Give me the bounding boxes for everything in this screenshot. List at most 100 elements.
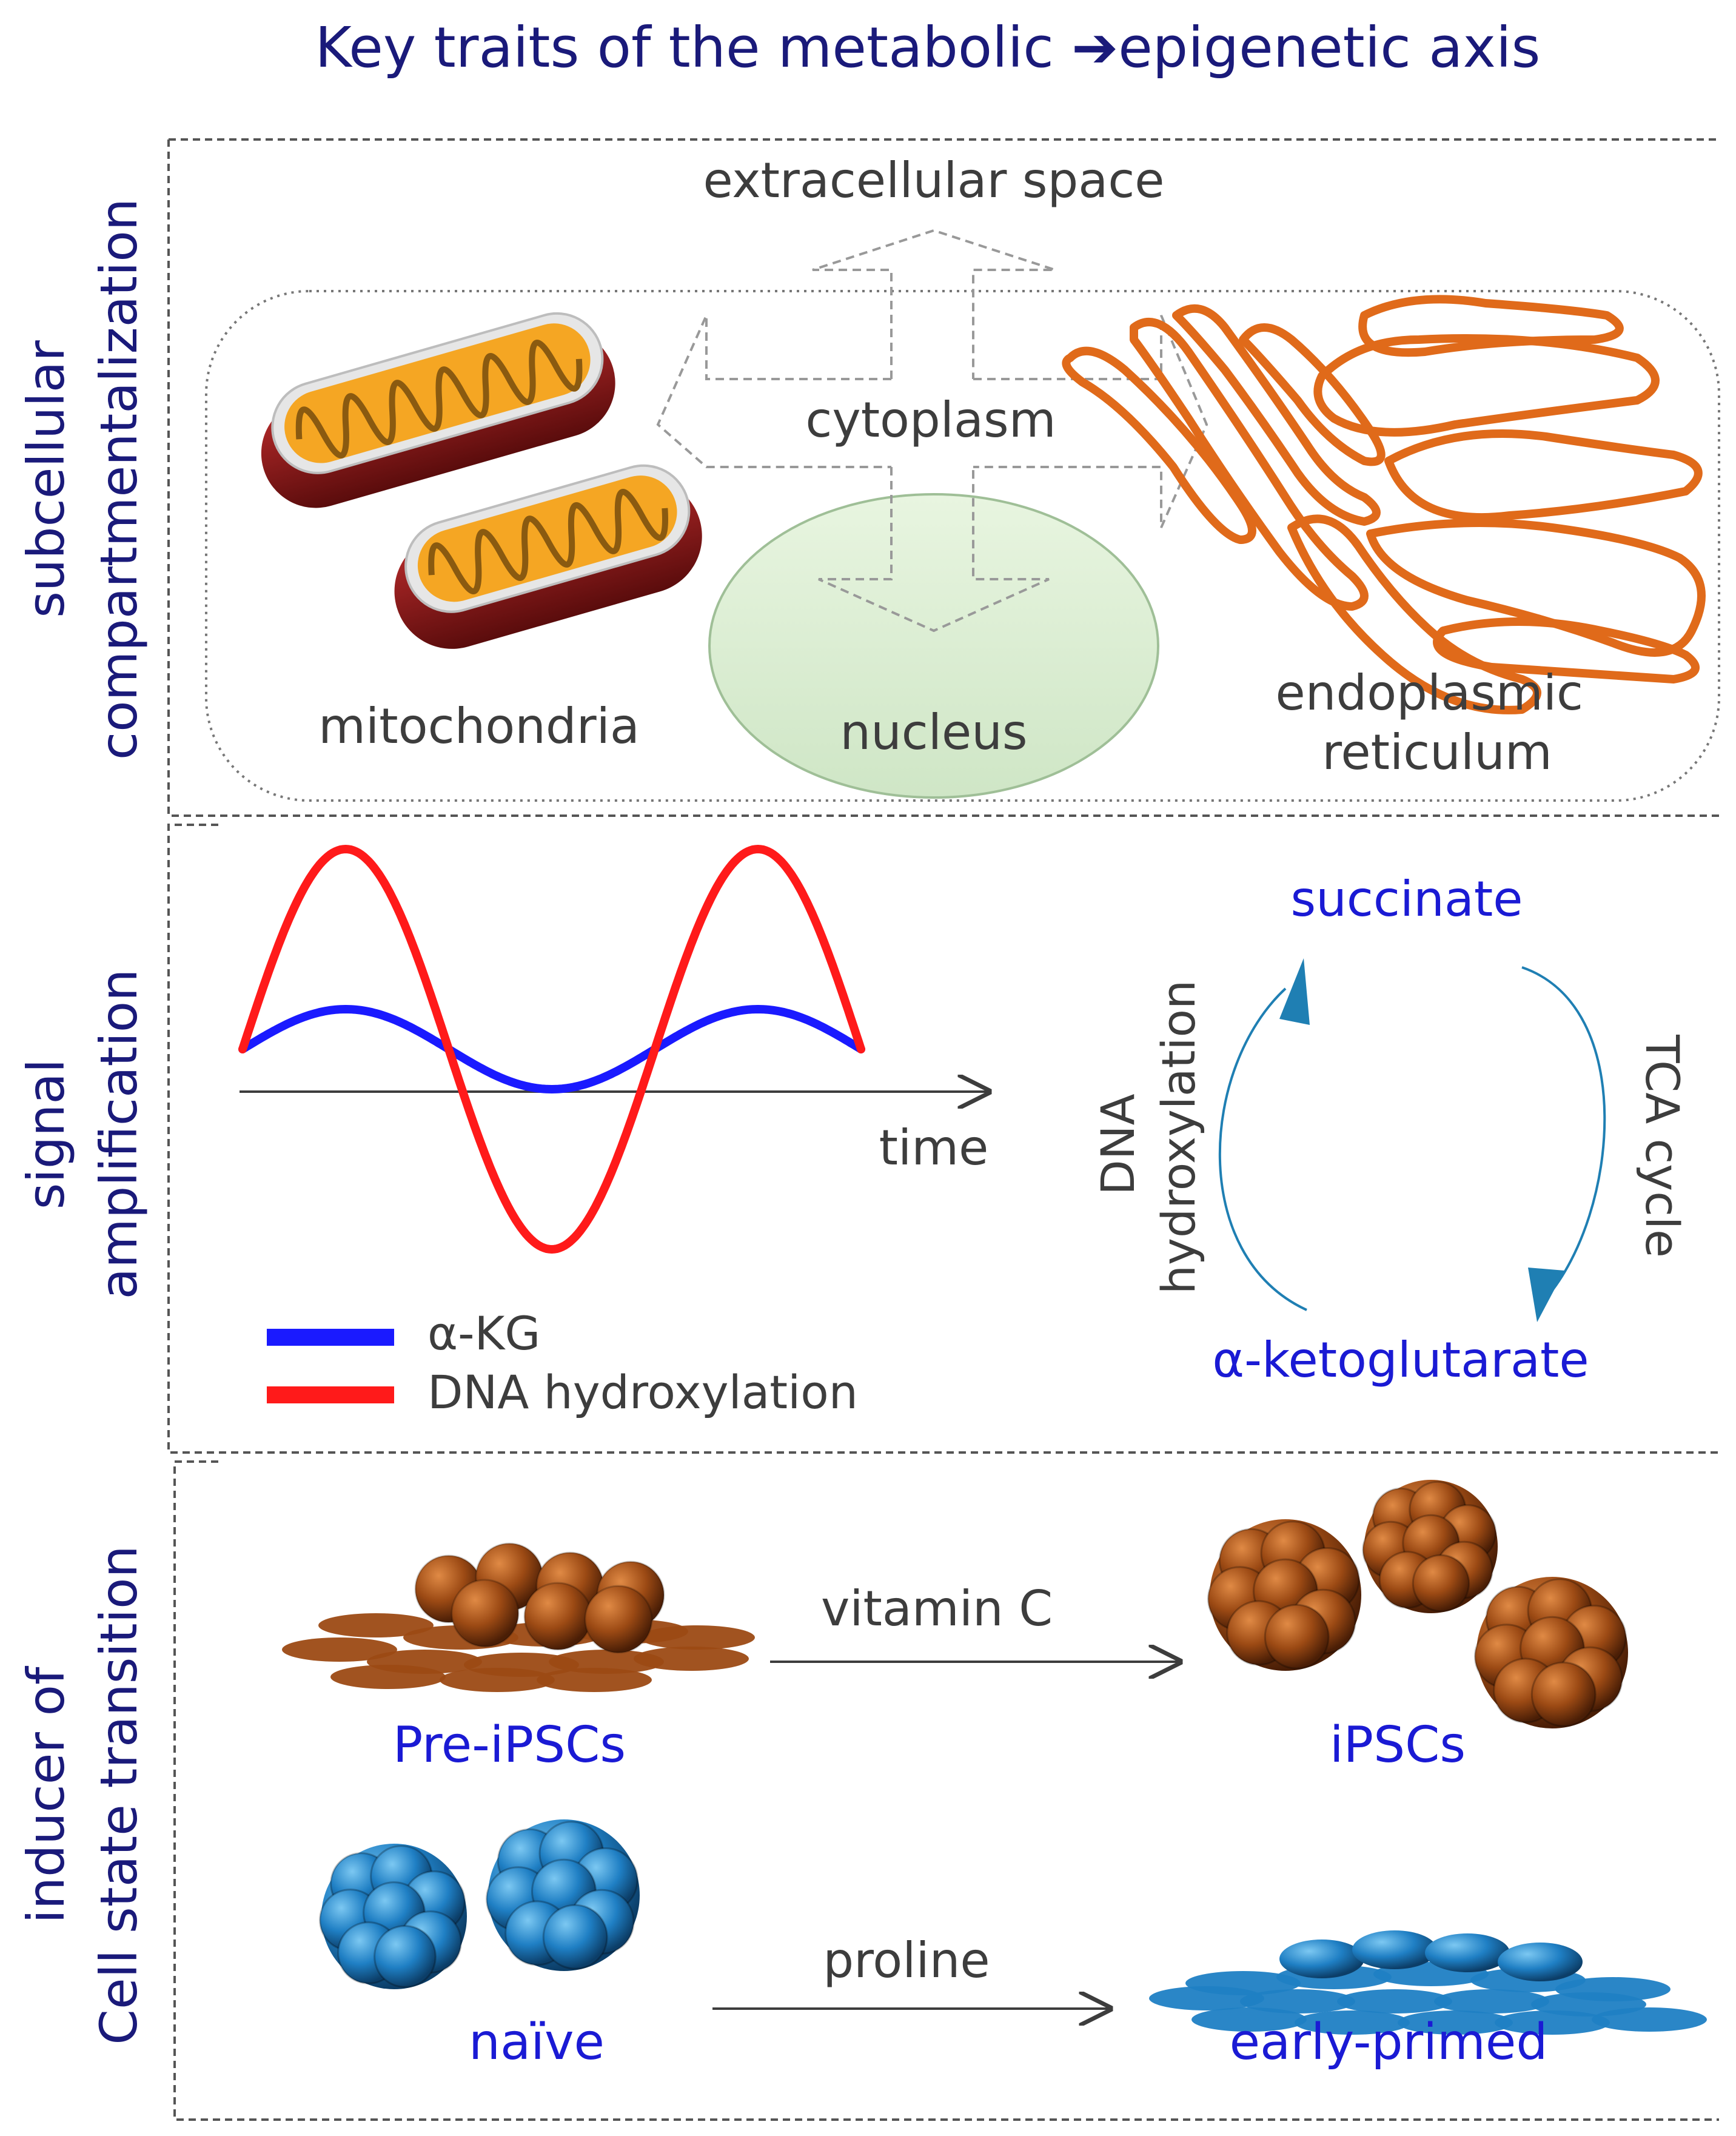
side-label-compartmentalization: compartmentalization [89,198,149,760]
flat-cell [1240,1989,1355,2013]
time-axis-label: time [879,1120,989,1176]
flat-cell [440,1668,555,1692]
ipscs-colonies [1207,1480,1628,1728]
side-label-signal: signal [16,1059,76,1209]
nucleus [708,493,1159,799]
flat-cell [318,1613,434,1637]
flat-cell [634,1647,749,1671]
side-label-cell-state: Cell state transition [89,1545,149,2044]
side-label-line: signal [16,1059,76,1209]
flat-cell [1434,1989,1549,2013]
panel-3-frame [173,1460,1719,2121]
er-cisterna [1313,334,1660,437]
nucleus-import-arrow [818,467,1050,633]
side-label-subcellular: subcellular [16,340,76,618]
er-cisterna [1130,318,1369,611]
early-primed-label: early-primed [1230,2013,1548,2071]
cycle-label-tca: TCA cycle [1635,1034,1689,1258]
cytoplasm-label: cytoplasm [805,392,1056,448]
cell [1498,1943,1583,1981]
er-cisterna [1433,617,1700,683]
cycle-label-dna-hydroxylation: DNA hydroxylation [1091,980,1205,1294]
er-cisterna [1358,295,1624,357]
side-label-inducer: inducer of [16,1665,76,1924]
naive-colony [319,1844,467,1989]
ipscs-label: iPSCs [1330,1716,1466,1774]
er-cisterna [1366,519,1706,657]
er-cisterna [1172,304,1381,526]
oscillation-chart [238,844,988,1254]
cell [451,1579,520,1648]
ipsc-colony [1207,1519,1361,1671]
pre-ipscs-colony [282,1542,755,1692]
panel-frames [167,138,1719,2121]
flat-cell [549,1650,664,1674]
vitamin-c-label: vitamin C [821,1580,1053,1637]
side-label-line: amplification [89,969,149,1300]
flat-cell [1149,1986,1264,2010]
mitochondrion-cristae [428,489,668,594]
cycle-label-line: DNA [1091,1093,1145,1195]
er-cisterna [1239,323,1386,466]
side-label-line: Cell state transition [89,1545,149,2044]
er-cisterna [1062,346,1256,544]
legend-label-akg: α-KG [427,1306,540,1360]
naive-colonies [319,1819,640,1989]
side-label-amplification: amplification [89,969,149,1300]
er-label-line2: reticulum [1322,724,1552,781]
cycle-label-line: hydroxylation [1151,980,1205,1294]
figure-title: Key traits of the metabolic ➔epigenetic … [315,15,1541,80]
flat-cell [1295,2010,1410,2035]
mitochondrion-2 [394,464,702,649]
cycle-label-succinate: succinate [1291,871,1523,927]
series-line-dna [238,844,865,1254]
flat-cell [640,1625,755,1650]
er-label-line1: endoplasmic [1276,665,1584,721]
ipsc-colony [1362,1480,1498,1613]
er-cisterna [1287,514,1541,714]
er-cisterna [1384,429,1703,522]
extracellular-label: extracellular space [703,152,1164,209]
side-label-line: inducer of [16,1665,76,1924]
cell [1352,1930,1437,1969]
title-suffix: epigenetic axis [1118,15,1540,80]
proline-label: proline [823,1932,990,1989]
mitochondrion-1 [261,312,615,508]
mitochondria-label: mitochondria [318,698,640,754]
pre-ipscs-label: Pre-iPSCs [393,1716,626,1774]
cell [1412,1554,1470,1613]
tca-cycle-diagram: succinate α-ketoglutarate TCA cycle DNA … [1091,871,1689,1388]
cell [1279,1940,1364,1978]
cell [1530,1661,1597,1727]
title-prefix: Key traits of the metabolic [315,15,1072,80]
cell [1425,1933,1510,1972]
legend: α-KG DNA hydroxylation [267,1306,858,1419]
cycle-arc-left [1218,987,1307,1311]
arrow-left [656,315,891,468]
cycle-arrowhead-down-icon [1528,1268,1564,1322]
cell [523,1582,592,1651]
flat-cell [1398,2010,1513,2035]
cell [584,1585,653,1654]
flat-cell [330,1665,446,1689]
title-arrow-icon: ➔ [1071,15,1118,80]
side-label-line: compartmentalization [89,198,149,760]
nucleus-label: nucleus [840,704,1027,761]
er-label: endoplasmic reticulum [1276,665,1599,781]
flat-cell [1337,1989,1452,2013]
mitochondrion-cristae [295,340,583,458]
flat-cell [282,1637,397,1662]
panel-2-frame [167,824,1719,1454]
endoplasmic-reticulum [1062,295,1706,714]
flat-cell [1191,2007,1307,2032]
arrow-up [812,229,1056,379]
series-line-akg [238,1004,865,1094]
side-label-line: subcellular [16,340,76,618]
naive-label: naïve [469,2013,605,2071]
cell [542,1904,608,1970]
cycle-arrowhead-up-icon [1279,958,1310,1025]
legend-label-dna: DNA hydroxylation [427,1365,858,1419]
cycle-arc-right [1521,966,1606,1299]
cell [374,1925,437,1988]
